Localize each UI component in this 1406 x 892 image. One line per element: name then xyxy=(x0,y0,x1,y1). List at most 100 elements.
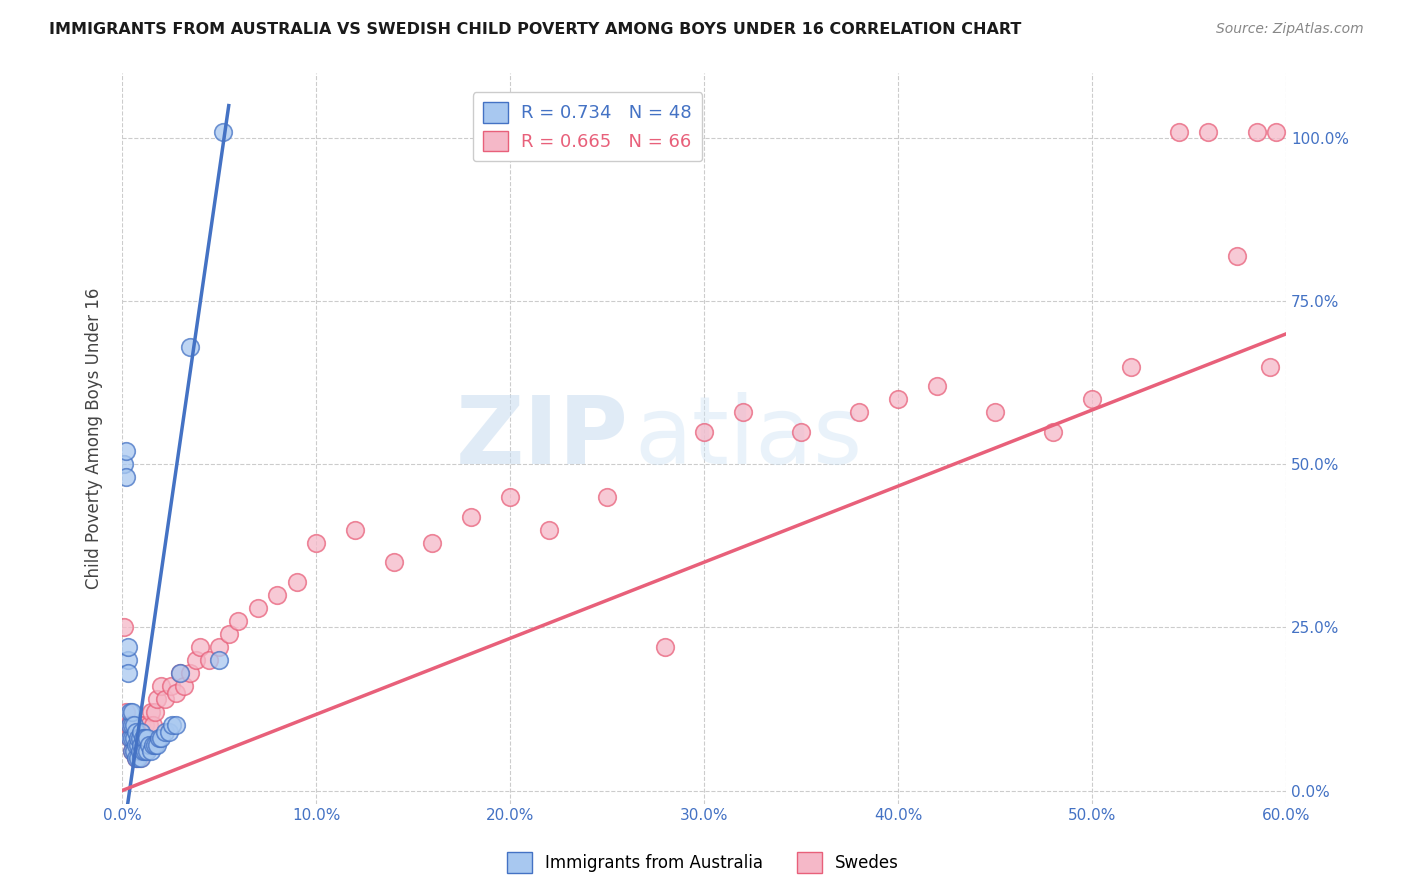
Point xyxy=(143,706,166,720)
Point xyxy=(1119,359,1142,374)
Point xyxy=(153,724,176,739)
Point xyxy=(121,744,143,758)
Point xyxy=(118,731,141,746)
Point xyxy=(134,744,156,758)
Point xyxy=(118,731,141,746)
Point xyxy=(198,653,221,667)
Point xyxy=(138,738,160,752)
Point xyxy=(537,523,560,537)
Point xyxy=(149,679,172,693)
Text: atlas: atlas xyxy=(634,392,862,484)
Point xyxy=(179,340,201,354)
Point xyxy=(157,724,180,739)
Point xyxy=(115,706,138,720)
Point xyxy=(124,724,146,739)
Point xyxy=(305,535,328,549)
Point xyxy=(1081,392,1104,406)
Point xyxy=(131,724,153,739)
Point xyxy=(1197,125,1219,139)
Point xyxy=(117,666,139,681)
Point xyxy=(136,731,159,746)
Point xyxy=(132,744,155,758)
Point xyxy=(141,706,163,720)
Point xyxy=(131,744,153,758)
Point xyxy=(138,718,160,732)
Point xyxy=(128,751,150,765)
Point xyxy=(112,458,135,472)
Text: ZIP: ZIP xyxy=(456,392,628,484)
Point xyxy=(134,718,156,732)
Point xyxy=(118,718,141,732)
Point xyxy=(142,738,165,752)
Point xyxy=(118,718,141,732)
Point xyxy=(790,425,813,439)
Point xyxy=(136,744,159,758)
Point xyxy=(1226,249,1249,263)
Point xyxy=(127,744,149,758)
Point xyxy=(693,425,716,439)
Point xyxy=(128,731,150,746)
Point xyxy=(887,392,910,406)
Point xyxy=(285,574,308,589)
Point xyxy=(382,555,405,569)
Point xyxy=(228,614,250,628)
Point xyxy=(115,444,138,458)
Point xyxy=(149,731,172,746)
Legend: Immigrants from Australia, Swedes: Immigrants from Australia, Swedes xyxy=(501,846,905,880)
Point xyxy=(121,731,143,746)
Point xyxy=(343,523,366,537)
Point xyxy=(127,738,149,752)
Point xyxy=(848,405,870,419)
Point xyxy=(1042,425,1064,439)
Point xyxy=(127,751,149,765)
Point xyxy=(122,731,145,746)
Point xyxy=(124,751,146,765)
Point xyxy=(165,686,187,700)
Point xyxy=(208,640,231,654)
Point xyxy=(1246,125,1268,139)
Point xyxy=(143,738,166,752)
Point xyxy=(165,718,187,732)
Point xyxy=(731,405,754,419)
Point xyxy=(131,718,153,732)
Text: IMMIGRANTS FROM AUSTRALIA VS SWEDISH CHILD POVERTY AMONG BOYS UNDER 16 CORRELATI: IMMIGRANTS FROM AUSTRALIA VS SWEDISH CHI… xyxy=(49,22,1022,37)
Point xyxy=(188,640,211,654)
Point xyxy=(131,738,153,752)
Point xyxy=(146,692,169,706)
Point xyxy=(422,535,444,549)
Point xyxy=(127,731,149,746)
Point xyxy=(122,731,145,746)
Point xyxy=(132,731,155,746)
Point xyxy=(1260,359,1282,374)
Point xyxy=(136,731,159,746)
Point xyxy=(121,706,143,720)
Point xyxy=(134,731,156,746)
Point xyxy=(121,718,143,732)
Point xyxy=(117,718,139,732)
Point xyxy=(218,627,240,641)
Y-axis label: Child Poverty Among Boys Under 16: Child Poverty Among Boys Under 16 xyxy=(86,287,103,589)
Point xyxy=(117,640,139,654)
Point xyxy=(925,379,948,393)
Point xyxy=(460,509,482,524)
Point xyxy=(124,731,146,746)
Point xyxy=(179,666,201,681)
Text: Source: ZipAtlas.com: Source: ZipAtlas.com xyxy=(1216,22,1364,37)
Point xyxy=(266,588,288,602)
Point xyxy=(212,125,235,139)
Point xyxy=(1265,125,1288,139)
Point xyxy=(159,679,181,693)
Point xyxy=(112,620,135,634)
Point xyxy=(128,744,150,758)
Point xyxy=(148,731,170,746)
Legend: R = 0.734   N = 48, R = 0.665   N = 66: R = 0.734 N = 48, R = 0.665 N = 66 xyxy=(474,92,702,161)
Point xyxy=(121,744,143,758)
Point xyxy=(117,653,139,667)
Point xyxy=(654,640,676,654)
Point xyxy=(127,731,149,746)
Point xyxy=(122,744,145,758)
Point xyxy=(499,490,522,504)
Point xyxy=(184,653,207,667)
Point xyxy=(122,744,145,758)
Point xyxy=(153,692,176,706)
